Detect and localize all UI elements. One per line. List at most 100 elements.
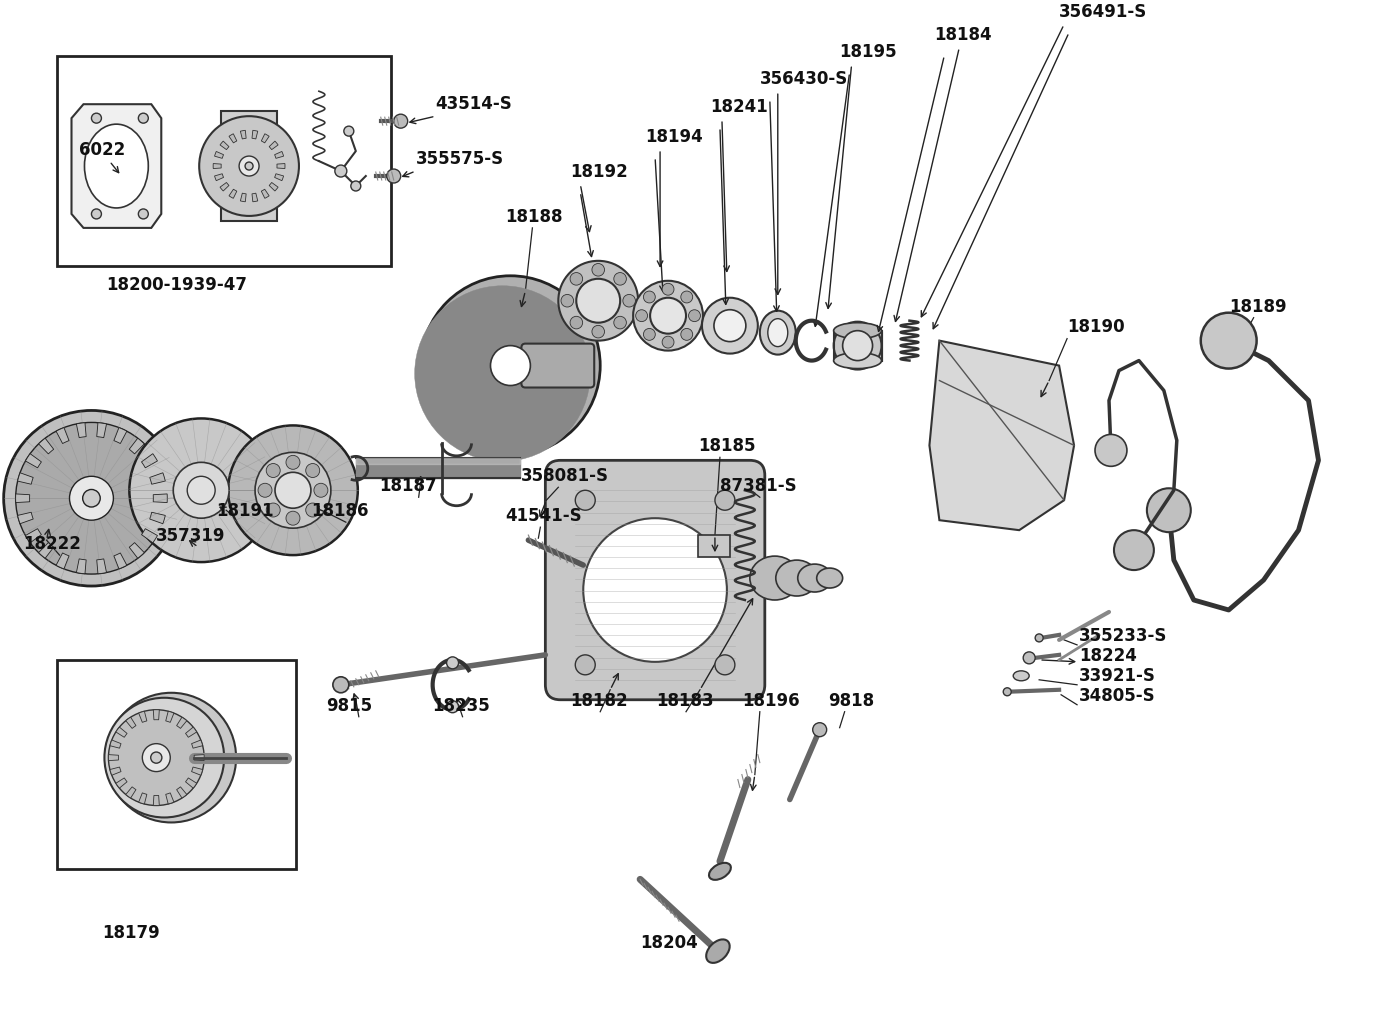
Circle shape [138,114,148,124]
Polygon shape [929,342,1074,531]
Polygon shape [195,755,204,761]
Polygon shape [275,153,284,159]
Circle shape [680,292,693,303]
Circle shape [1201,313,1257,369]
Polygon shape [116,727,127,738]
Circle shape [351,182,360,192]
Polygon shape [214,175,224,182]
Circle shape [428,299,577,449]
Polygon shape [253,194,258,202]
Circle shape [577,279,620,324]
Circle shape [813,723,827,737]
Text: 18188: 18188 [505,207,563,225]
Circle shape [228,426,357,556]
Ellipse shape [709,863,731,880]
Circle shape [421,293,584,455]
Ellipse shape [707,939,730,962]
Polygon shape [116,778,127,789]
Circle shape [266,464,280,478]
Circle shape [559,262,638,342]
Polygon shape [192,767,203,775]
Polygon shape [177,718,186,729]
Circle shape [843,332,872,361]
Circle shape [4,411,179,586]
Circle shape [15,423,167,574]
Circle shape [69,477,113,521]
Circle shape [834,323,882,370]
Polygon shape [834,332,882,361]
Circle shape [689,310,701,323]
Circle shape [461,333,544,416]
Bar [698,536,730,557]
Text: 356430-S: 356430-S [760,70,849,88]
Circle shape [592,264,604,277]
Circle shape [713,310,745,343]
Circle shape [1114,531,1154,570]
Circle shape [106,694,236,823]
Polygon shape [153,710,159,720]
Ellipse shape [767,319,788,347]
Circle shape [105,698,224,818]
Circle shape [575,490,595,511]
Circle shape [393,115,407,129]
Circle shape [174,463,229,519]
Text: 87381-S: 87381-S [720,477,796,494]
Polygon shape [76,559,86,574]
Text: 355233-S: 355233-S [1079,626,1167,644]
Text: 18187: 18187 [378,477,436,494]
Circle shape [662,284,673,296]
Polygon shape [192,740,203,748]
Text: 9818: 9818 [828,692,874,709]
Circle shape [584,519,727,662]
Polygon shape [130,543,145,559]
Circle shape [480,353,524,395]
Circle shape [702,298,758,354]
Circle shape [344,127,353,136]
Polygon shape [126,787,137,799]
Polygon shape [153,494,167,503]
Text: 18194: 18194 [644,128,702,146]
Circle shape [614,273,627,286]
Text: 18185: 18185 [698,437,755,455]
Circle shape [490,347,530,386]
Circle shape [447,701,458,713]
Polygon shape [166,793,174,804]
Polygon shape [261,190,269,199]
Polygon shape [76,424,86,438]
Circle shape [715,490,736,511]
Polygon shape [277,165,286,170]
Circle shape [487,359,518,389]
Circle shape [447,657,458,669]
Circle shape [275,473,310,509]
Circle shape [213,131,286,203]
Circle shape [91,114,101,124]
FancyBboxPatch shape [545,461,765,700]
Circle shape [1147,488,1191,533]
Ellipse shape [749,556,800,601]
Circle shape [286,512,299,526]
Polygon shape [115,553,127,569]
Circle shape [239,157,259,177]
Polygon shape [219,142,229,151]
Circle shape [570,317,582,330]
Circle shape [435,306,570,442]
Text: 357319: 357319 [156,527,226,545]
Circle shape [333,677,349,694]
Text: 43514-S: 43514-S [436,95,512,113]
Polygon shape [57,553,69,569]
Circle shape [680,330,693,341]
Polygon shape [240,131,246,140]
Circle shape [142,744,170,771]
Polygon shape [142,454,157,468]
Circle shape [643,292,656,303]
Polygon shape [185,727,197,738]
Polygon shape [109,755,119,761]
Ellipse shape [776,560,818,596]
Polygon shape [138,712,146,723]
Text: 18189: 18189 [1228,297,1286,315]
Polygon shape [149,513,166,525]
Polygon shape [356,459,520,479]
Circle shape [199,117,299,216]
Text: 18241: 18241 [709,98,767,116]
Text: 34805-S: 34805-S [1079,686,1155,704]
